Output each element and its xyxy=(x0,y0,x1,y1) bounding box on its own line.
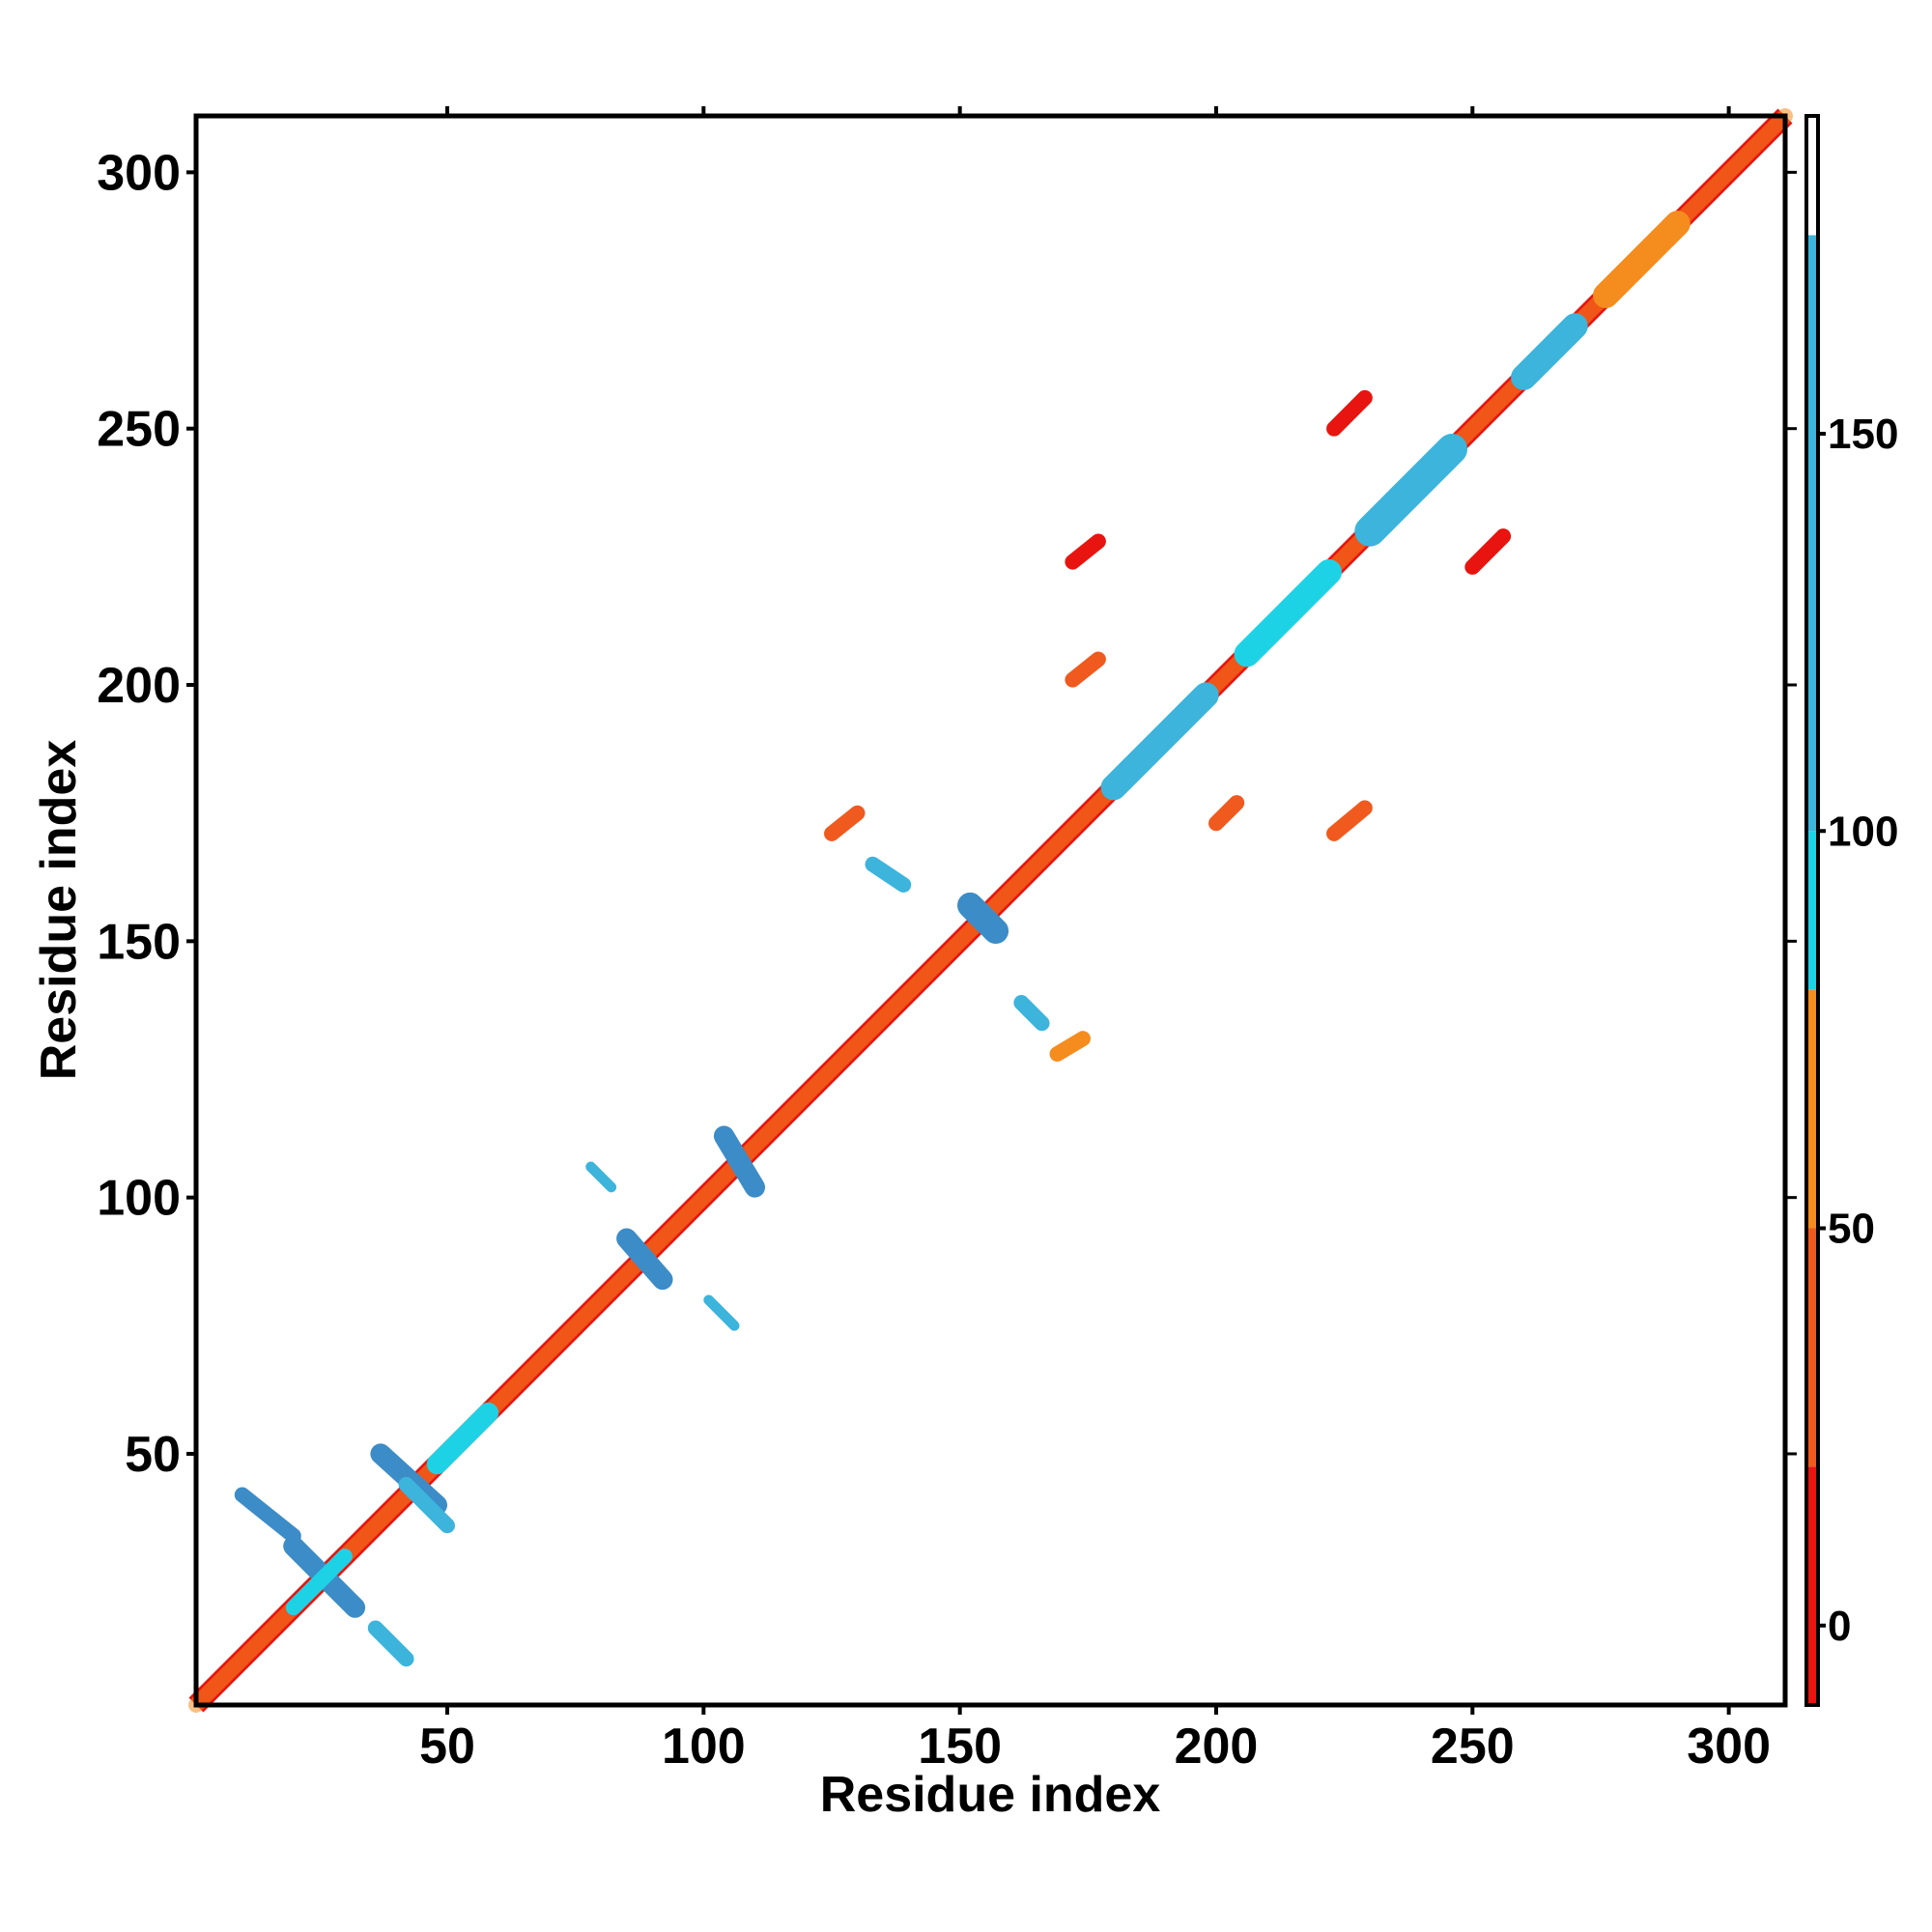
colorbar-band-0 xyxy=(1806,1466,1818,1705)
contact-feature-21 xyxy=(1234,559,1342,668)
heatmap-plot-area xyxy=(188,108,1793,1713)
contact-feature-12 xyxy=(824,805,866,841)
contact-feature-26 xyxy=(1511,313,1588,390)
colorbar-band-3 xyxy=(1806,831,1818,990)
colorbar: 0 50 100 150 xyxy=(1787,114,1898,1707)
contact-feature-7 xyxy=(426,1402,499,1475)
contact-feature-27 xyxy=(1593,211,1690,308)
x-tick-label: 50 xyxy=(419,1719,475,1775)
y-tick-label: 100 xyxy=(97,1171,181,1227)
contact-feature-3 xyxy=(285,1548,353,1616)
x-tick-label: 150 xyxy=(918,1719,1002,1775)
contact-feature-23 xyxy=(1326,800,1373,841)
contact-feature-16 xyxy=(1049,1031,1091,1063)
contact-feature-9 xyxy=(713,1125,766,1198)
contact-feature-22 xyxy=(1326,389,1373,437)
x-tick-label: 200 xyxy=(1175,1719,1259,1775)
contact-feature-25 xyxy=(1464,528,1512,575)
contact-feature-11 xyxy=(703,1294,740,1331)
axis-ticks: 50 100 150 200 250 300 50 100 150 200 250 300 xyxy=(97,106,1771,1775)
contact-feature-20 xyxy=(1208,795,1245,832)
colorbar-tick-label: 0 xyxy=(1828,1603,1851,1650)
colorbar-band-4 xyxy=(1806,235,1818,832)
colorbar-band-2 xyxy=(1806,989,1818,1229)
colorbar-tick-label: 50 xyxy=(1828,1206,1875,1253)
contact-feature-14 xyxy=(957,892,1009,944)
contact-feature-18 xyxy=(1065,651,1106,688)
contact-feature-24 xyxy=(1354,433,1468,547)
contact-feature-15 xyxy=(1013,995,1050,1032)
contact-feature-19 xyxy=(1100,682,1219,801)
y-axis-title: Residue index xyxy=(31,740,87,1081)
y-tick-label: 150 xyxy=(97,914,181,970)
y-tick-label: 200 xyxy=(97,658,181,714)
colorbar-band-1 xyxy=(1806,1228,1818,1467)
y-tick-label: 300 xyxy=(97,145,181,201)
x-tick-label: 100 xyxy=(662,1719,746,1775)
colorbar-tick-label: 150 xyxy=(1828,411,1898,458)
colorbar-tick-label: 100 xyxy=(1828,808,1898,855)
contact-feature-4 xyxy=(367,1620,414,1667)
x-tick-label: 300 xyxy=(1687,1719,1771,1775)
contact-feature-6 xyxy=(398,1476,455,1534)
contact-feature-1 xyxy=(234,1487,301,1544)
contact-feature-13 xyxy=(865,856,912,893)
colorbar-band-5 xyxy=(1806,116,1818,236)
contact-feature-8 xyxy=(616,1228,673,1291)
colorbar-frame xyxy=(1804,114,1820,1707)
x-axis-title: Residue index xyxy=(820,1767,1161,1823)
contact-feature-10 xyxy=(585,1161,617,1193)
y-tick-label: 250 xyxy=(97,402,181,458)
y-tick-label: 50 xyxy=(125,1427,181,1483)
contact-feature-17 xyxy=(1065,533,1106,570)
x-tick-label: 250 xyxy=(1431,1719,1515,1775)
plot-frame xyxy=(193,113,1788,1708)
